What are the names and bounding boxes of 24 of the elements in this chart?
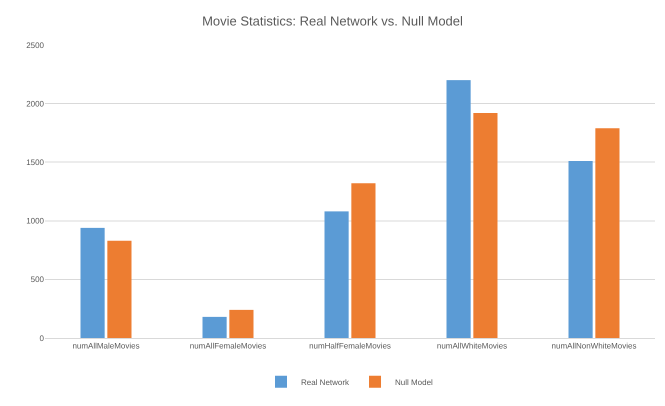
bar (229, 310, 254, 338)
bar (568, 161, 593, 338)
bar (595, 128, 620, 338)
y-tick-label: 1000 (26, 216, 45, 226)
y-tick-label: 1500 (26, 158, 45, 167)
x-tick-label: numAllWhiteMovies (436, 342, 508, 351)
y-tick-label: 0 (40, 334, 45, 343)
x-tick-label: numAllMaleMovies (72, 342, 140, 351)
bar (324, 211, 349, 338)
x-tick-label: numAllFemaleMovies (190, 342, 266, 351)
legend-label: Real Network (301, 378, 350, 387)
bar (473, 112, 498, 338)
bar (351, 183, 376, 338)
bar (80, 228, 105, 338)
x-tick-label: numAllNonWhiteMovies (552, 342, 636, 351)
legend-label: Null Model (395, 378, 434, 387)
y-tick-label: 500 (30, 275, 45, 284)
x-tick-label: numHalfFemaleMovies (309, 342, 391, 351)
y-tick-label: 2500 (26, 40, 45, 50)
bar (107, 240, 132, 338)
bar (446, 80, 471, 338)
chart-title: Movie Statistics: Real Network vs. Null Model (202, 13, 464, 28)
y-tick-label: 2000 (26, 99, 45, 108)
bar (202, 316, 227, 338)
